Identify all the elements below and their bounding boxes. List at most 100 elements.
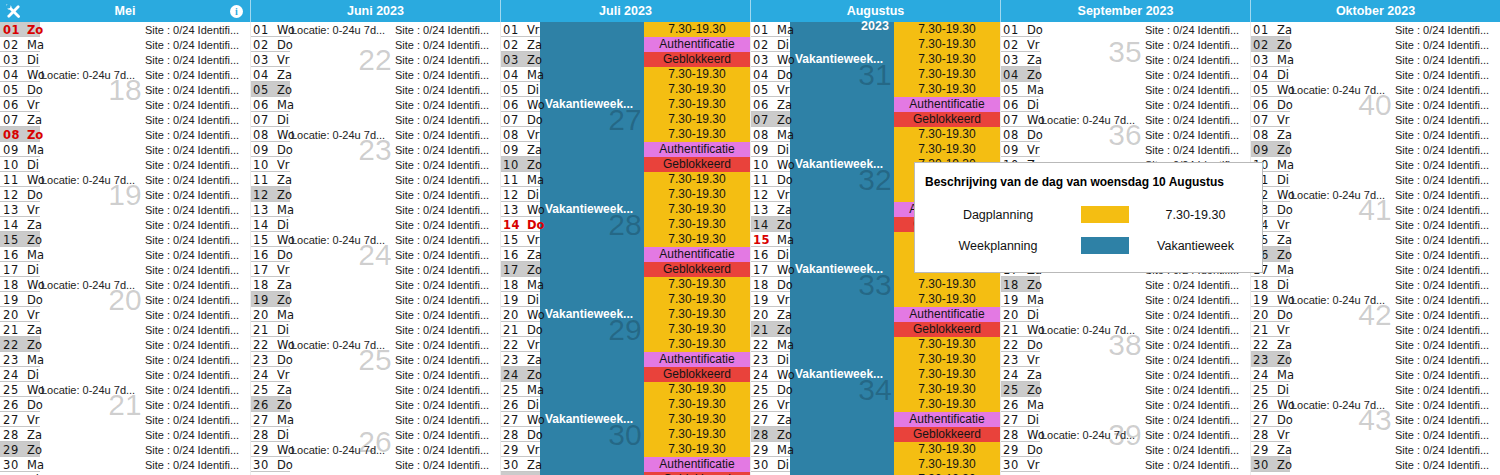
site-event[interactable]: Site : 0/24 Identifi...	[1395, 384, 1497, 396]
day-label[interactable]: 20Wo	[500, 307, 540, 322]
day-label[interactable]: 02Za	[500, 37, 540, 52]
site-event[interactable]: Site : 0/24 Identifi...	[1395, 54, 1497, 66]
day-label[interactable]: 06Di	[1000, 97, 1040, 112]
day-label[interactable]: 01Wo	[250, 22, 290, 37]
site-event[interactable]: Site : 0/24 Identifi...	[1145, 144, 1247, 156]
day-label[interactable]: 26Wo	[1250, 397, 1290, 412]
day-label[interactable]: 06Za	[750, 97, 790, 112]
day-label[interactable]: 11Za	[250, 172, 290, 187]
dayplanning-cell[interactable]: 7.30-19.30	[644, 67, 750, 82]
day-label[interactable]: 08Vr	[500, 127, 540, 142]
site-event[interactable]: Site : 0/24 Identifi...	[395, 294, 497, 306]
site-event[interactable]: Site : 0/24 Identifi...	[1395, 324, 1497, 336]
day-label[interactable]: 04Zo	[1000, 67, 1040, 82]
day-label[interactable]: 29Wo	[250, 442, 290, 457]
dayplanning-cell[interactable]: 7.30-19.30	[644, 442, 750, 457]
day-label[interactable]: 13Ma	[250, 202, 290, 217]
site-event[interactable]: Site : 0/24 Identifi...	[1145, 54, 1247, 66]
site-event[interactable]: Site : 0/24 Identifi...	[1145, 114, 1247, 126]
site-event[interactable]: Site : 0/24 Identifi...	[1395, 144, 1497, 156]
site-event[interactable]: Site : 0/24 Identifi...	[395, 174, 497, 186]
day-label[interactable]: 21Zo	[750, 322, 790, 337]
dayplanning-cell[interactable]: 7.30-19.30	[894, 142, 1000, 157]
day-label[interactable]: 11Wo	[0, 172, 40, 187]
day-label[interactable]: 28Do	[500, 427, 540, 442]
site-event[interactable]: Site : 0/24 Identifi...	[395, 339, 497, 351]
site-event[interactable]: Site : 0/24 Identifi...	[145, 459, 247, 471]
day-label[interactable]: 24Di	[0, 367, 40, 382]
site-event[interactable]: Site : 0/24 Identifi...	[145, 144, 247, 156]
dayplanning-cell[interactable]: 7.30-19.30	[894, 352, 1000, 367]
site-event[interactable]: Site : 0/24 Identifi...	[1395, 264, 1497, 276]
day-label[interactable]: 26Di	[500, 397, 540, 412]
day-label[interactable]: 07Do	[500, 112, 540, 127]
day-label[interactable]: 26Ma	[1000, 397, 1040, 412]
site-event[interactable]: Site : 0/24 Identifi...	[1395, 234, 1497, 246]
vacation-week-label[interactable]: Vakantieweek...	[795, 157, 915, 172]
site-event[interactable]: Site : 0/24 Identifi...	[145, 324, 247, 336]
location-event[interactable]: Locatie: 0-24u 7d...	[1291, 294, 1393, 306]
vacation-week-label[interactable]: Vakantieweek...	[545, 97, 665, 112]
day-label[interactable]: 21Di	[250, 322, 290, 337]
location-event[interactable]: Locatie: 0-24u 7d...	[291, 339, 393, 351]
site-event[interactable]: Site : 0/24 Identifi...	[1145, 39, 1247, 51]
day-label[interactable]: 15Wo	[250, 232, 290, 247]
day-label[interactable]: 29Do	[1000, 442, 1040, 457]
day-label[interactable]: 25Za	[250, 382, 290, 397]
site-event[interactable]: Site : 0/24 Identifi...	[1145, 459, 1247, 471]
site-event[interactable]: Site : 0/24 Identifi...	[1395, 414, 1497, 426]
site-event[interactable]: Site : 0/24 Identifi...	[145, 294, 247, 306]
day-label[interactable]: 30Vr	[1000, 457, 1040, 472]
day-label[interactable]: 18Wo	[0, 277, 40, 292]
site-event[interactable]: Site : 0/24 Identifi...	[1395, 69, 1497, 81]
day-label[interactable]: 23Ma	[0, 352, 40, 367]
day-label[interactable]: 24Ma	[1250, 367, 1290, 382]
day-label[interactable]: 09Zo	[1250, 142, 1290, 157]
day-label[interactable]: 23Vr	[1000, 352, 1040, 367]
day-label[interactable]: 29Za	[1250, 442, 1290, 457]
day-label[interactable]: 04Ma	[500, 67, 540, 82]
authentication-cell[interactable]: Authentificatie	[644, 457, 750, 472]
day-label[interactable]: 09Za	[500, 142, 540, 157]
day-label[interactable]: 15Ma	[750, 232, 790, 247]
dayplanning-cell[interactable]: 7.30-19.30	[894, 292, 1000, 307]
day-label[interactable]: 23Za	[500, 352, 540, 367]
authentication-cell[interactable]: Authentificatie	[894, 412, 1000, 427]
site-event[interactable]: Site : 0/24 Identifi...	[1395, 114, 1497, 126]
dayplanning-cell[interactable]: 7.30-19.30	[894, 67, 1000, 82]
day-label[interactable]: 02Zo	[1250, 37, 1290, 52]
blocked-cell[interactable]: Geblokkeerd	[644, 157, 750, 172]
dayplanning-cell[interactable]: 7.30-19.30	[644, 127, 750, 142]
day-label[interactable]: 04Di	[1250, 67, 1290, 82]
day-label[interactable]: 04Za	[250, 67, 290, 82]
location-event[interactable]: Locatie: 0-24u 7d...	[291, 234, 393, 246]
location-event[interactable]: Locatie: 0-24u 7d...	[1291, 84, 1393, 96]
day-label[interactable]: 29Zo	[0, 442, 40, 457]
day-label[interactable]: 21Wo	[1000, 322, 1040, 337]
day-label[interactable]: 16Do	[250, 247, 290, 262]
day-label[interactable]: 24Za	[1000, 367, 1040, 382]
day-label[interactable]: 25Do	[750, 382, 790, 397]
day-label[interactable]: 20Za	[750, 307, 790, 322]
site-event[interactable]: Site : 0/24 Identifi...	[1395, 279, 1497, 291]
site-event[interactable]: Site : 0/24 Identifi...	[145, 309, 247, 321]
day-label[interactable]: 17Wo	[750, 262, 790, 277]
dayplanning-cell[interactable]: 7.30-19.30	[644, 232, 750, 247]
site-event[interactable]: Site : 0/24 Identifi...	[395, 144, 497, 156]
day-label[interactable]: 03Wo	[750, 52, 790, 67]
day-label[interactable]: 03Ma	[1250, 52, 1290, 67]
site-event[interactable]: Site : 0/24 Identifi...	[1145, 444, 1247, 456]
day-label[interactable]: 06Vr	[0, 97, 40, 112]
site-event[interactable]: Site : 0/24 Identifi...	[145, 159, 247, 171]
site-event[interactable]: Site : 0/24 Identifi...	[395, 114, 497, 126]
blocked-cell[interactable]: Geblokkeerd	[894, 427, 1000, 442]
day-label[interactable]: 20Vr	[0, 307, 40, 322]
site-event[interactable]: Site : 0/24 Identifi...	[395, 324, 497, 336]
dayplanning-cell[interactable]: 7.30-19.30	[894, 277, 1000, 292]
site-event[interactable]: Site : 0/24 Identifi...	[1395, 189, 1497, 201]
site-event[interactable]: Site : 0/24 Identifi...	[1145, 294, 1247, 306]
location-event[interactable]: Locatie: 0-24u 7d...	[41, 279, 143, 291]
authentication-cell[interactable]: Authentificatie	[644, 37, 750, 52]
site-event[interactable]: Site : 0/24 Identifi...	[395, 39, 497, 51]
day-label[interactable]: 09Ma	[0, 142, 40, 157]
